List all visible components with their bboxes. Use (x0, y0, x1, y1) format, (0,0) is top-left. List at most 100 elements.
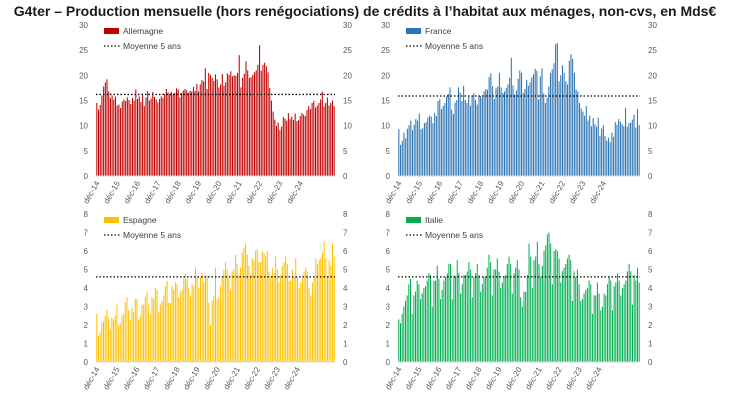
y-tick-right: 30 (648, 21, 657, 30)
bar (588, 280, 590, 362)
bar (238, 55, 240, 177)
bar (515, 267, 517, 362)
y-tick-right: 1 (648, 340, 653, 349)
bar (515, 90, 517, 176)
bar (223, 269, 225, 362)
bar (457, 87, 460, 176)
bar (411, 313, 413, 362)
bar (461, 101, 463, 176)
y-tick-right: 20 (648, 71, 657, 80)
y-tick-left: 8 (386, 210, 391, 219)
bar (565, 263, 567, 362)
bar (638, 282, 640, 362)
bar (578, 284, 580, 362)
bar (225, 82, 227, 176)
bar (287, 113, 289, 176)
bar (618, 280, 620, 362)
bar (630, 271, 632, 362)
bar (415, 291, 417, 362)
bar (168, 302, 170, 362)
bar (432, 123, 434, 176)
bar (158, 312, 160, 362)
bar (516, 260, 518, 362)
bar (260, 262, 262, 362)
bar (104, 82, 106, 176)
bar (126, 297, 128, 362)
bar (188, 288, 190, 362)
bar (455, 276, 457, 362)
bar (605, 295, 607, 362)
bar (543, 93, 545, 176)
bar (253, 260, 255, 362)
bar (213, 295, 215, 362)
bar (490, 262, 492, 362)
bar (186, 278, 188, 362)
bar (628, 123, 630, 176)
y-tick-left: 4 (84, 284, 89, 293)
bar (189, 90, 191, 176)
bar (488, 254, 490, 362)
y-tick-right: 25 (648, 46, 657, 55)
bar (237, 72, 239, 176)
bar (247, 70, 249, 176)
bar (531, 288, 533, 362)
bar (485, 88, 487, 176)
bar (255, 251, 257, 362)
bar (585, 106, 587, 176)
y-tick-right: 0 (648, 358, 653, 367)
bar (296, 276, 298, 362)
bar (150, 98, 152, 176)
bar (556, 43, 558, 177)
bar (611, 310, 613, 362)
x-tick-label: déc-18 (163, 179, 183, 205)
bar (475, 273, 477, 362)
bar (220, 286, 222, 362)
bar (282, 117, 284, 176)
bar (252, 74, 254, 176)
bar (415, 119, 417, 176)
bar (230, 71, 232, 176)
x-tick-label: déc-22 (244, 179, 264, 205)
bar (411, 130, 414, 176)
bar (590, 284, 592, 362)
x-tick-label: déc-19 (486, 179, 506, 205)
bar (501, 282, 503, 362)
bar (570, 260, 572, 362)
bar (243, 247, 245, 362)
bar (309, 109, 311, 176)
y-tick-right: 15 (343, 97, 352, 106)
bar (333, 256, 335, 362)
bar (308, 288, 310, 362)
bar (225, 262, 227, 362)
bar (183, 278, 185, 362)
legend-label-series: Allemagne (123, 26, 163, 36)
bar (445, 276, 447, 362)
bar (459, 92, 461, 176)
bar (166, 280, 168, 362)
bar (449, 87, 451, 176)
bar (176, 284, 178, 362)
bar (216, 299, 218, 362)
chart-panel-italie: 0 0 1 1 2 2 3 3 4 4 5 5 6 6 7 7 8 8 déc-14 déc-15 déc-16 déc-… (365, 206, 730, 406)
bar (301, 113, 303, 176)
bar (575, 276, 577, 362)
bar (488, 76, 490, 176)
bar (461, 284, 463, 362)
bar (291, 116, 293, 176)
bar (174, 282, 176, 362)
bar (447, 93, 449, 176)
x-tick-label: déc-23 (564, 365, 584, 391)
bar (466, 103, 468, 176)
bar (483, 91, 485, 176)
bar (311, 103, 313, 176)
bar (255, 70, 257, 176)
x-tick-label: déc-24 (584, 365, 604, 391)
bar (167, 92, 169, 176)
bar (536, 241, 538, 362)
bar (582, 111, 584, 176)
bar (491, 295, 493, 362)
bar (198, 91, 200, 176)
bar (238, 275, 240, 362)
y-tick-right: 5 (343, 147, 348, 156)
y-tick-left: 20 (381, 71, 390, 80)
